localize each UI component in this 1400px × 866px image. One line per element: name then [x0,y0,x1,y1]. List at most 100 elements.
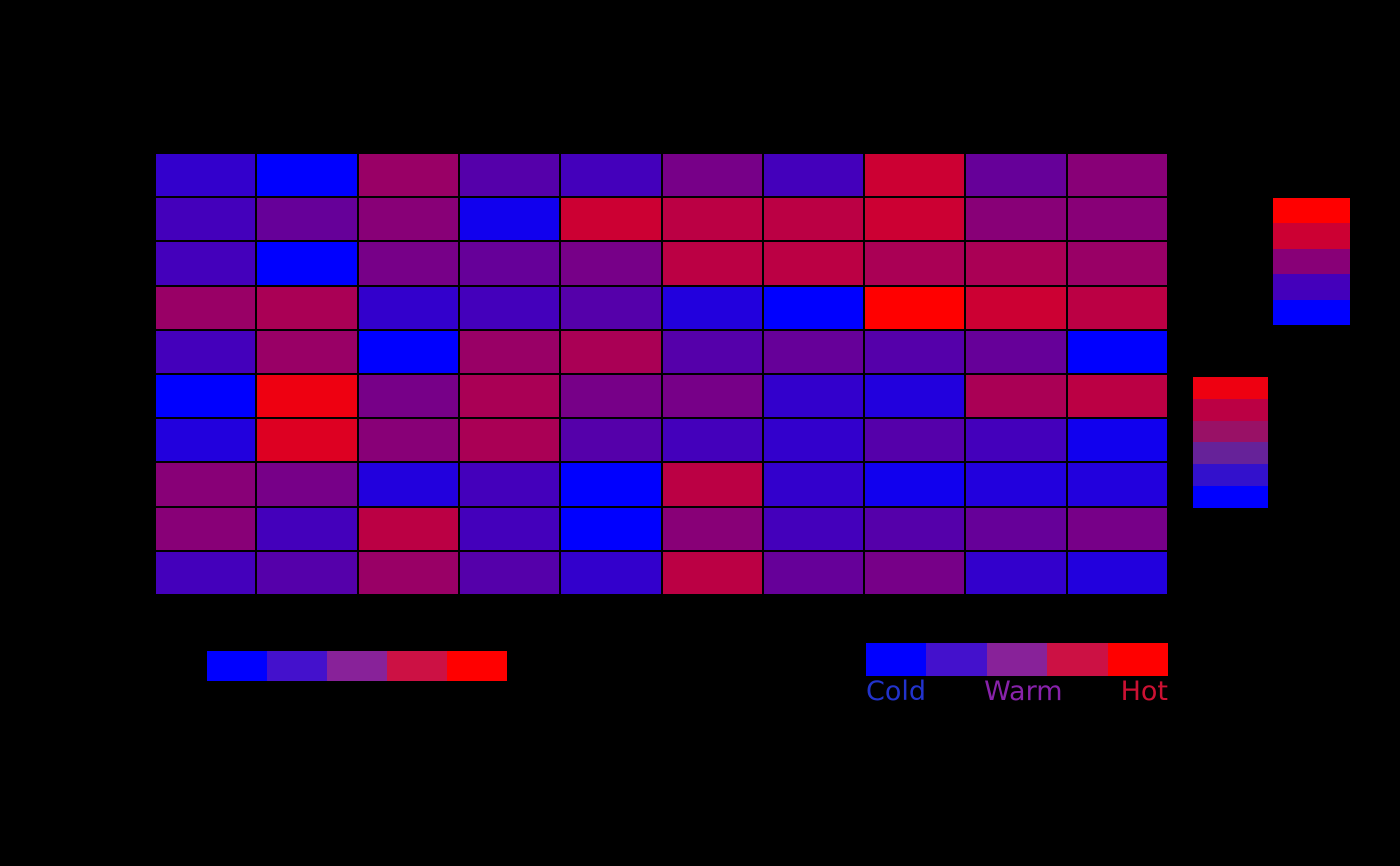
color-legend-right-top [1273,198,1350,326]
heatmap-cell [965,285,1067,330]
legend-band [1273,299,1350,326]
heatmap-cell [256,153,358,198]
heatmap-cell [762,506,865,551]
heatmap-cell [155,285,257,330]
heatmap-cell [1066,285,1168,330]
heatmap-cell [864,462,966,507]
legend-band [866,643,927,676]
legend-label-warm: Warm [984,676,1063,707]
heatmap-cell [661,550,763,595]
legend-band [1193,486,1268,508]
heatmap-cell [965,418,1067,463]
heatmap-cell [1066,197,1168,242]
heatmap-cell [864,197,966,242]
heatmap-cell [458,197,561,242]
heatmap-cell [762,329,865,374]
heatmap-cell [458,374,561,419]
heatmap-cell [661,418,763,463]
heatmap-cell [1066,418,1168,463]
heatmap-cell [357,418,459,463]
heatmap-cell [1066,153,1168,198]
heatmap-cell [762,241,865,286]
heatmap-cell [661,197,763,242]
heatmap-cell [458,153,561,198]
heatmap-cell [357,550,459,595]
heatmap-cell [357,374,459,419]
heatmap-cell [560,153,662,198]
heatmap-cell [762,418,865,463]
heatmap-cell [661,285,763,330]
legend-band [986,643,1048,676]
heatmap-cell [256,374,358,419]
heatmap-cell [864,153,966,198]
heatmap-cell [965,462,1067,507]
heatmap-cell [560,462,662,507]
heatmap-cell [762,285,865,330]
heatmap-cell [155,462,257,507]
heatmap-cell [357,241,459,286]
heatmap-cell [1066,241,1168,286]
heatmap-cell [762,550,865,595]
heatmap-cell [357,153,459,198]
heatmap-cell [560,550,662,595]
heatmap-cell [1066,374,1168,419]
legend-band [1273,223,1350,249]
heatmap-cell [256,329,358,374]
heatmap-cell [762,462,865,507]
heatmap-cell [256,462,358,507]
heatmap-cell [661,153,763,198]
heatmap-cell [560,241,662,286]
heatmap-cell [357,197,459,242]
legend-band [1193,377,1268,399]
heatmap-cell [965,329,1067,374]
heatmap-cell [762,197,865,242]
heatmap-cell [155,374,257,419]
heatmap-cell [1066,550,1168,595]
heatmap-cell [155,241,257,286]
heatmap-cell [965,197,1067,242]
legend-band [1193,464,1268,487]
legend-band [1193,442,1268,465]
legend-label-row: Cold Warm Hot [866,676,1168,708]
legend-band [926,643,987,676]
heatmap-cell [357,329,459,374]
heatmap-cell [458,506,561,551]
heatmap-cell [661,241,763,286]
heatmap-cell [256,506,358,551]
heatmap-cell [965,506,1067,551]
heatmap-cell [357,506,459,551]
color-legend-bottom-right [866,643,1169,676]
heatmap-cell [357,285,459,330]
heatmap-cell [458,329,561,374]
heatmap-cell [965,374,1067,419]
heatmap-cell [155,418,257,463]
heatmap-cell [965,241,1067,286]
heatmap-cell [155,329,257,374]
heatmap-cell [661,506,763,551]
heatmap-cell [560,374,662,419]
heatmap-cell [256,550,358,595]
heatmap-cell [661,329,763,374]
heatmap-cell [560,285,662,330]
legend-band [1193,398,1268,421]
legend-band [1047,643,1108,676]
heatmap-cell [458,285,561,330]
heatmap-cell [864,374,966,419]
legend-band [327,651,387,681]
heatmap-cell [560,506,662,551]
heatmap-cell [864,418,966,463]
heatmap-cell [1066,506,1168,551]
heatmap-cell [256,241,358,286]
heatmap-cell [256,197,358,242]
heatmap-cell [155,506,257,551]
heatmap-cell [965,550,1067,595]
legend-band [447,651,507,681]
heatmap-cell [864,329,966,374]
heatmap-cell [155,197,257,242]
heatmap-cell [256,418,358,463]
heatmap-cell [458,418,561,463]
heatmap-cell [864,285,966,330]
heatmap-cell [661,374,763,419]
legend-label-hot: Hot [1120,676,1168,707]
